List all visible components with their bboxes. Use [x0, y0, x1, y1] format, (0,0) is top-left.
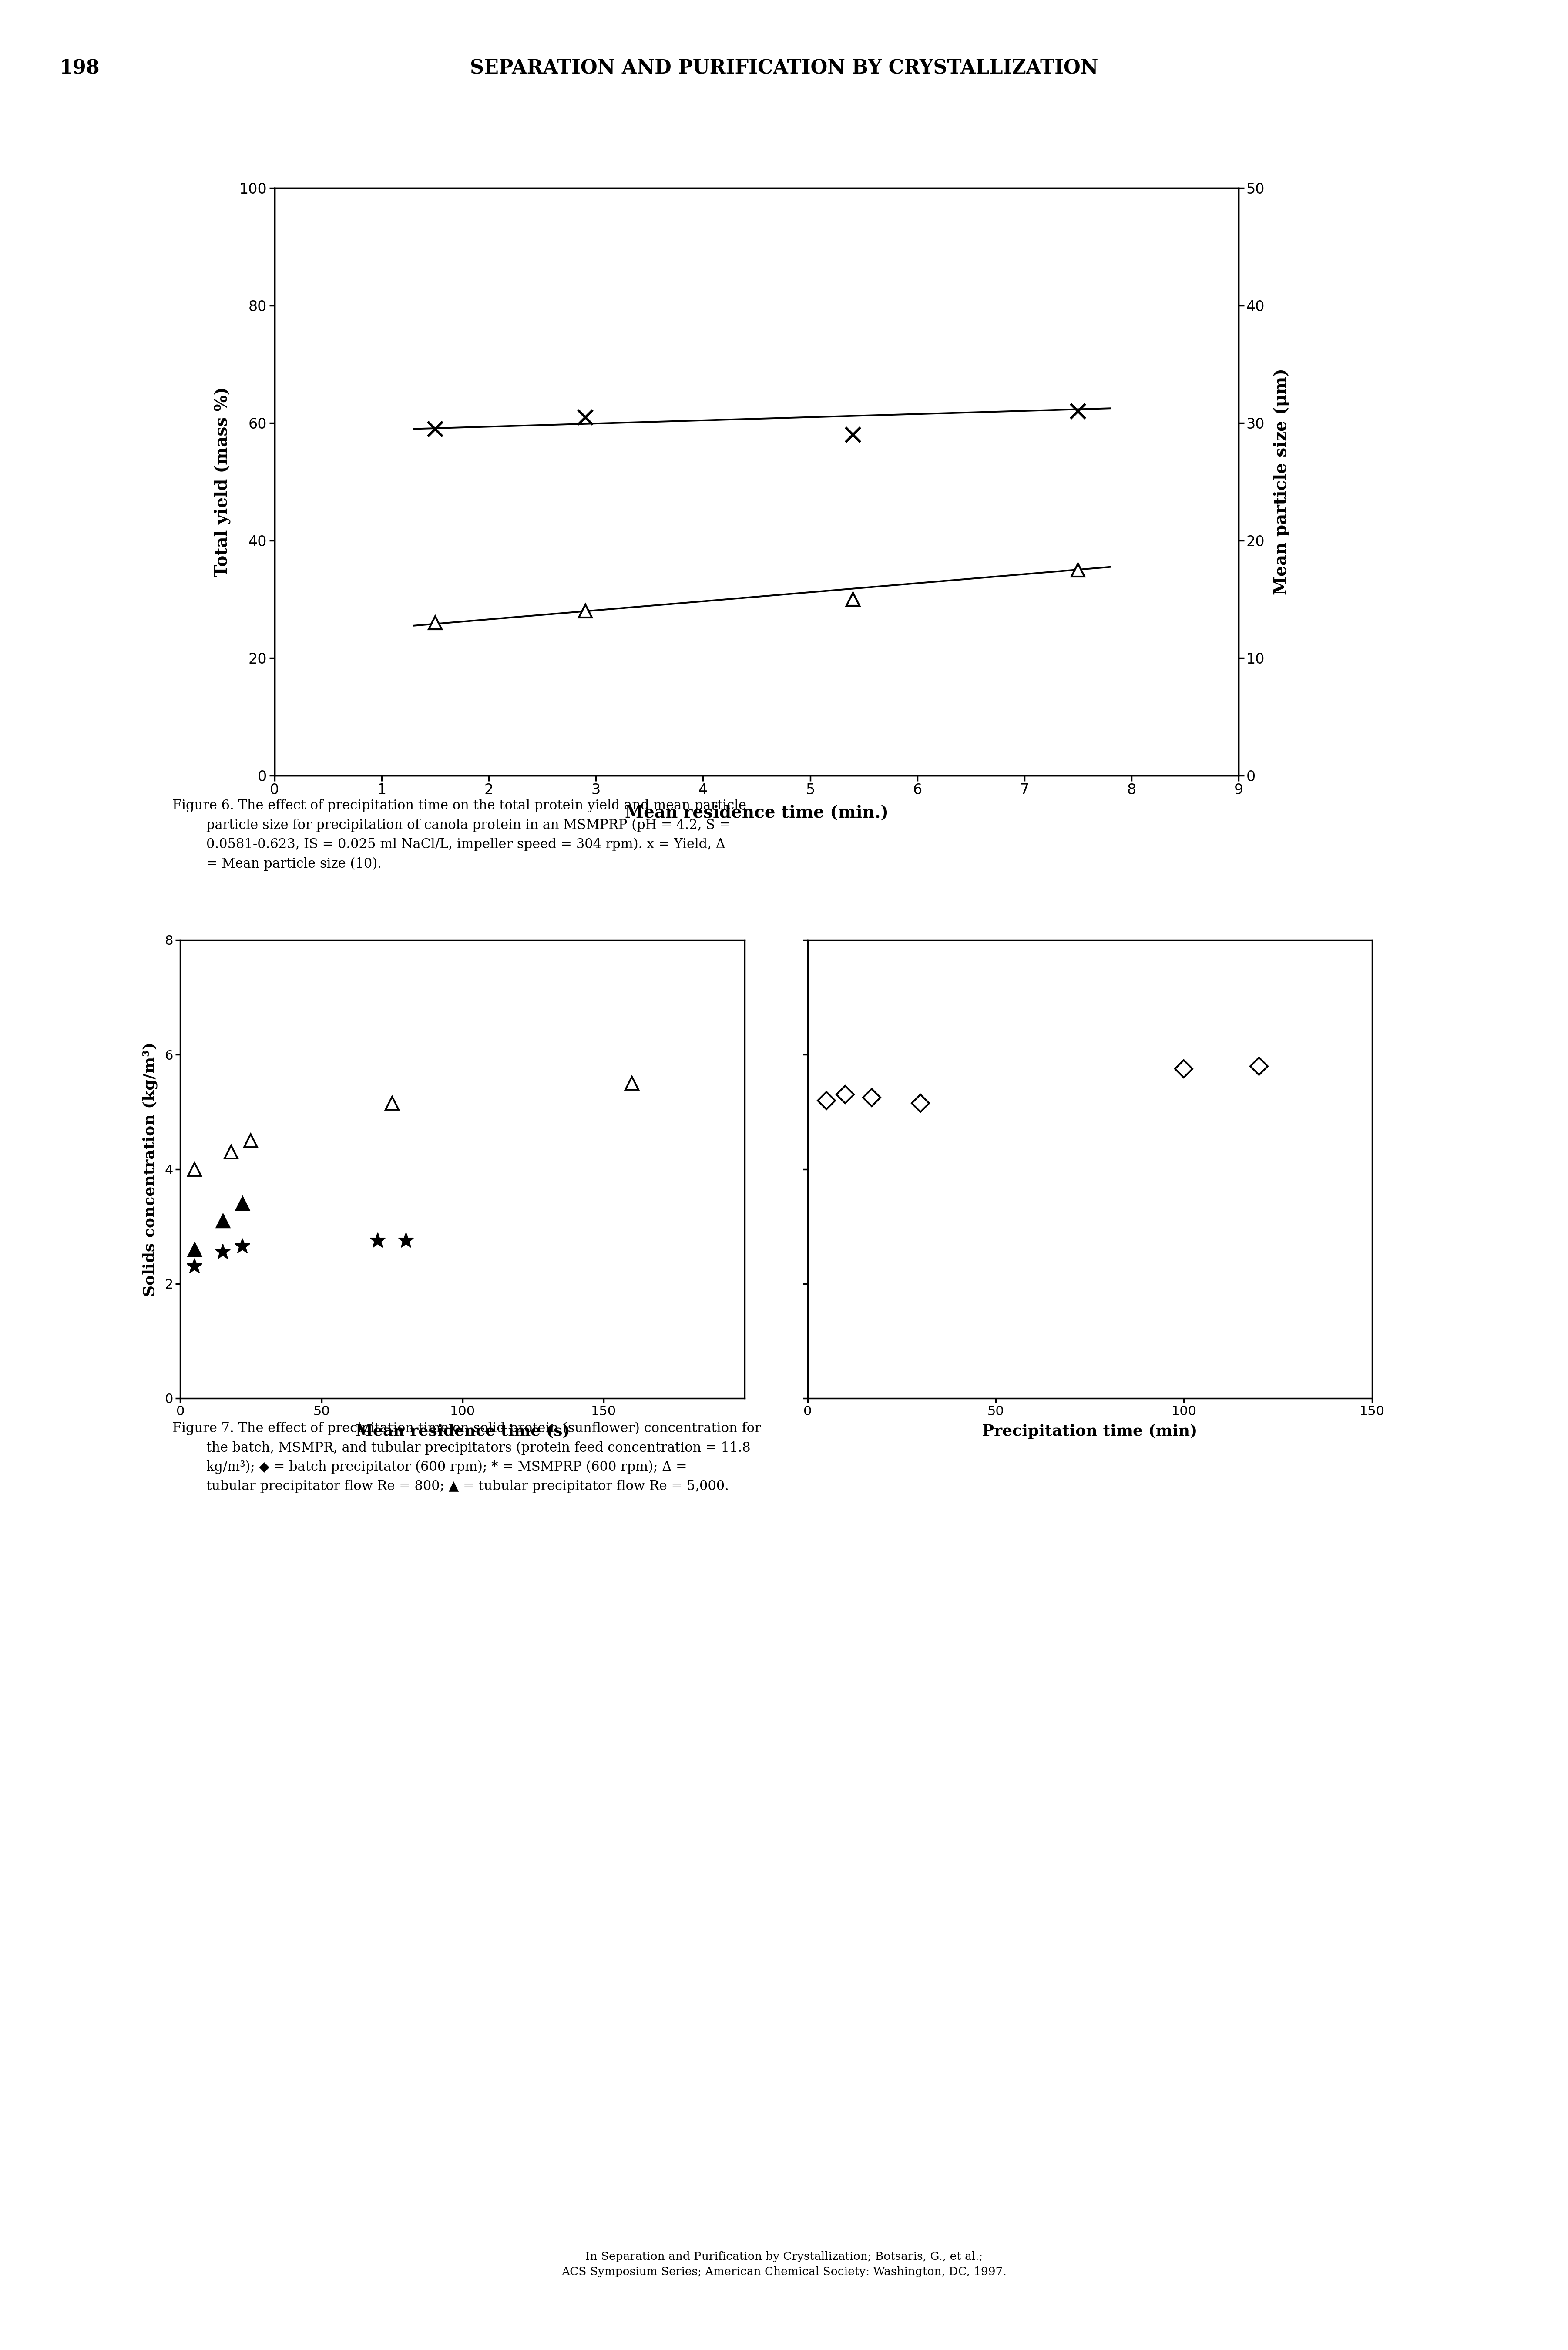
Y-axis label: Solids concentration (kg/m³): Solids concentration (kg/m³) — [143, 1041, 158, 1297]
Y-axis label: Mean particle size (μm): Mean particle size (μm) — [1273, 369, 1290, 595]
X-axis label: Precipitation time (min): Precipitation time (min) — [982, 1424, 1198, 1438]
Text: In Separation and Purification by Crystallization; Botsaris, G., et al.;
ACS Sym: In Separation and Purification by Crysta… — [561, 2251, 1007, 2277]
Y-axis label: Total yield (mass %): Total yield (mass %) — [213, 388, 230, 576]
X-axis label: Mean residence time (min.): Mean residence time (min.) — [624, 804, 889, 820]
Text: SEPARATION AND PURIFICATION BY CRYSTALLIZATION: SEPARATION AND PURIFICATION BY CRYSTALLI… — [470, 59, 1098, 78]
Text: 198: 198 — [60, 59, 100, 78]
Text: Figure 7. The effect of precipitation time on solid protein (sunflower) concentr: Figure 7. The effect of precipitation ti… — [172, 1422, 760, 1492]
Text: Figure 6. The effect of precipitation time on the total protein yield and mean p: Figure 6. The effect of precipitation ti… — [172, 799, 746, 870]
X-axis label: Mean residence time (s): Mean residence time (s) — [356, 1424, 569, 1438]
